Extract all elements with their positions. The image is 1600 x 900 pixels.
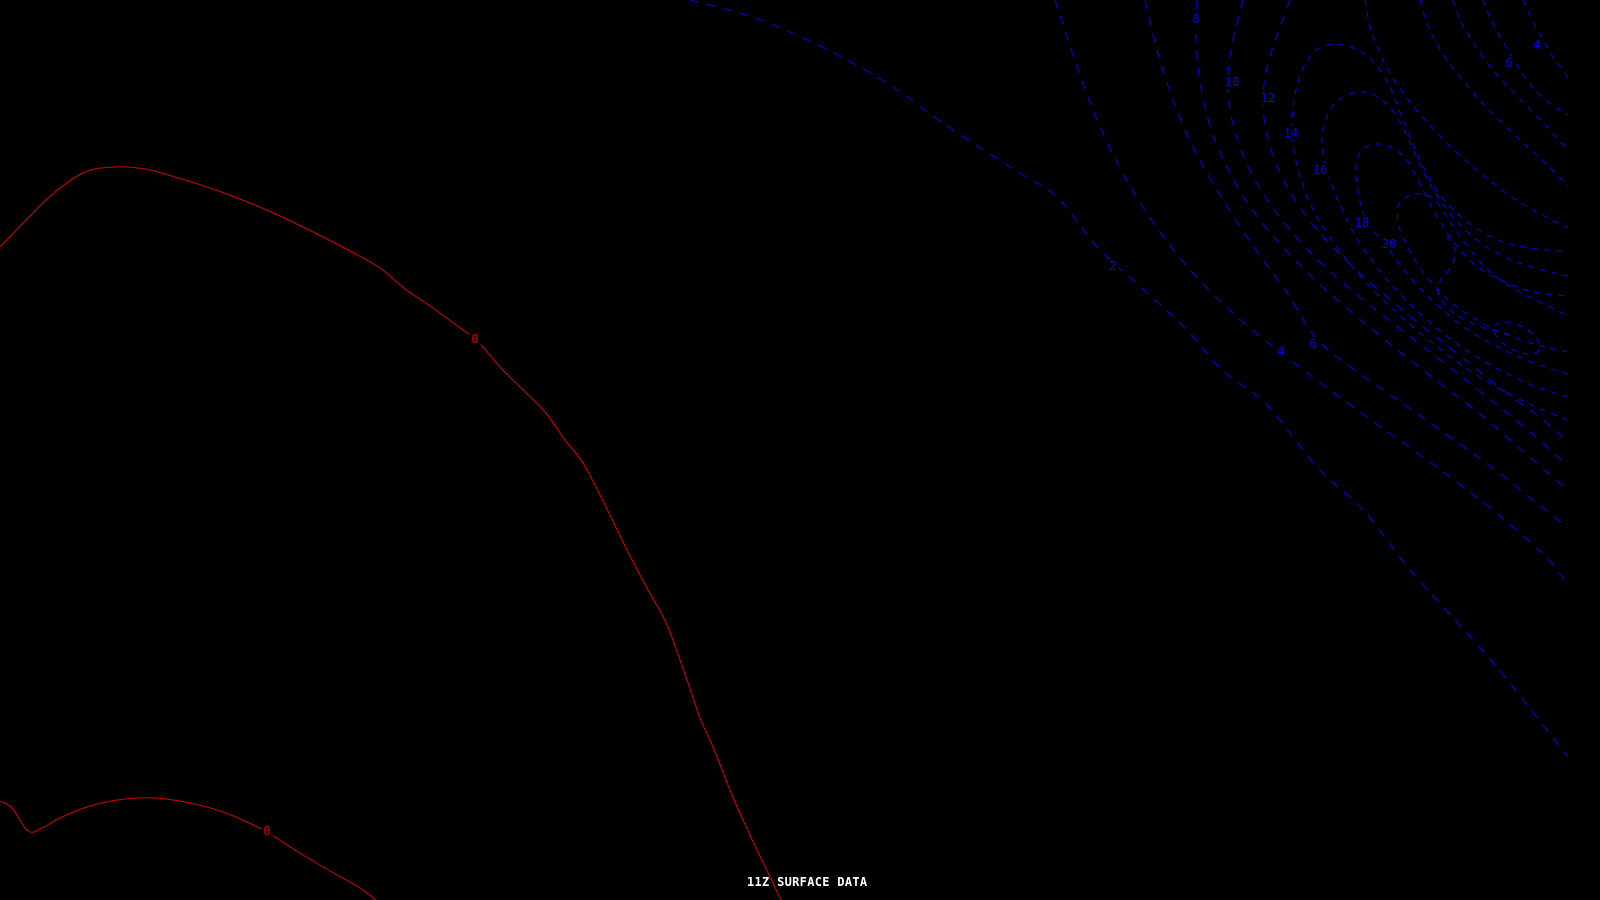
- contour-label-6-11: 6: [1505, 56, 1512, 70]
- contour-label-mask-18-15: [1352, 216, 1372, 230]
- contour-line-6-4: [1144, 0, 1569, 529]
- contour-line-8-10: [1452, 0, 1569, 151]
- contour-line-8-5: [1195, 0, 1569, 491]
- contour-line-10-6: [1227, 0, 1569, 467]
- contour-label-10-6: 10: [1225, 75, 1239, 89]
- contour-line-16-14: [1321, 91, 1569, 398]
- contour-label-16-14: 16: [1313, 163, 1327, 177]
- plot-title: 11Z SURFACE DATA: [747, 875, 868, 889]
- contour-line-22-17: [1437, 235, 1509, 335]
- contour-line-6-11: [1482, 0, 1569, 116]
- contour-line-12-8: [1364, 0, 1569, 229]
- contour-label-mask-2-2: [1107, 259, 1119, 273]
- contour-label-mask-12-7: [1258, 91, 1278, 105]
- contour-label-mask-6-11: [1503, 56, 1515, 70]
- contour-label-4-12: 4: [1533, 38, 1540, 52]
- contour-label-18-15: 18: [1355, 216, 1369, 230]
- contour-line-12-7: [1262, 0, 1569, 443]
- contour-label-mask-4-3: [1275, 344, 1287, 358]
- contour-label-mask-14-13: [1281, 126, 1301, 140]
- contour-label-0-0: 0: [471, 332, 478, 346]
- contour-label-4-3: 4: [1277, 344, 1284, 358]
- contour-line-22-18: [1493, 321, 1541, 355]
- contour-line-0-1: [0, 797, 377, 900]
- contour-label-6-4: 6: [1309, 337, 1316, 351]
- contour-label-mask-4-12: [1531, 38, 1543, 52]
- contour-line-4-12: [1522, 0, 1569, 79]
- contour-label-mask-0-1: [261, 824, 273, 838]
- contour-line-0-0: [0, 166, 782, 900]
- contour-label-8-5: 8: [1192, 12, 1199, 26]
- contour-label-mask-6-4: [1307, 337, 1319, 351]
- contour-label-2-2: 2: [1109, 259, 1116, 273]
- contour-line-18-15: [1355, 143, 1569, 375]
- contour-label-mask-8-5: [1190, 12, 1202, 26]
- contour-line-4-3: [1054, 0, 1569, 586]
- contour-label-12-7: 12: [1261, 91, 1275, 105]
- contour-label-mask-10-6: [1222, 75, 1242, 89]
- contour-label-mask-16-14: [1310, 163, 1330, 177]
- contour-line-20-16: [1396, 193, 1569, 353]
- contour-label-20-16: 20: [1382, 237, 1396, 251]
- contour-line-10-9: [1419, 0, 1569, 187]
- contour-label-mask-0-0: [469, 332, 481, 346]
- contour-label-mask-20-16: [1379, 237, 1399, 251]
- contour-line-2-2: [689, 0, 1569, 758]
- contour-line-14-13: [1291, 43, 1569, 421]
- contour-label-0-1: 0: [263, 824, 270, 838]
- contour-label-14-13: 14: [1284, 126, 1298, 140]
